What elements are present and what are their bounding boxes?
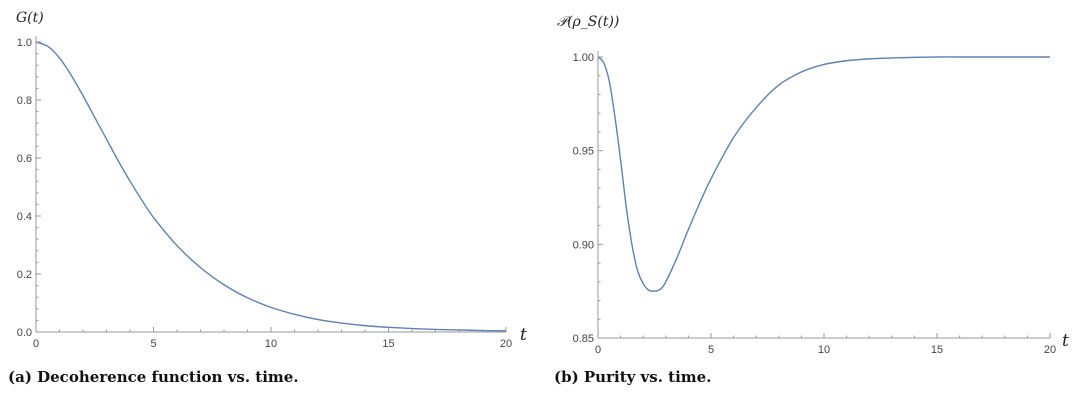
panel-b-x-tick-label: 0 — [595, 344, 601, 356]
panel-a-ticks: 0 5 10 15 20 0.0 0.2 0.4 0.6 0.8 1.0 — [17, 37, 512, 350]
panel-a-y-tick-label: 0.4 — [17, 211, 32, 223]
panel-a-x-tick-label: 20 — [500, 338, 512, 350]
panel-a-y-tick-label: 1.0 — [17, 37, 32, 49]
panel-b-y-tick-label: 0.95 — [573, 146, 594, 158]
panel-b-caption: (b) Purity vs. time. — [554, 368, 712, 386]
panel-b-x-tick-label: 10 — [818, 344, 830, 356]
panel-b-x-tick-label: 20 — [1044, 344, 1056, 356]
panel-b-y-tick-label: 1.00 — [573, 52, 594, 64]
panel-a-x-tick-label: 0 — [33, 338, 39, 350]
panel-a-decoherence-curve — [35, 41, 507, 332]
panel-b-y-tick-label: 0.90 — [573, 239, 594, 251]
panel-a-y-tick-label: 0.6 — [17, 153, 32, 165]
panel-b-x-axis-title: t — [1062, 331, 1069, 351]
panel-a-x-tick-label: 5 — [150, 338, 156, 350]
panel-a-y-axis-title: G(t) — [16, 10, 44, 26]
figure: 0 5 10 15 20 0.0 0.2 0.4 0.6 0.8 1.0 G(t) t 0 5 10 15… — [16, 10, 1069, 356]
panel-b-x-tick-label: 5 — [708, 344, 714, 356]
panel-a-axes — [35, 36, 506, 333]
panel-b-purity-curve — [597, 56, 1050, 292]
panel-a-x-tick-label: 15 — [382, 338, 394, 350]
panel-b-ticks: 0 5 10 15 20 0.85 0.90 0.95 1.00 — [573, 52, 1057, 356]
panel-a-caption: (a) Decoherence function vs. time. — [8, 368, 299, 386]
panel-a-x-tick-label: 10 — [265, 338, 277, 350]
panel-b-y-tick-label: 0.85 — [573, 333, 594, 345]
panel-a-x-axis-title: t — [520, 325, 527, 345]
panel-a-y-tick-label: 0.2 — [17, 269, 32, 281]
panel-b: 0 5 10 15 20 0.85 0.90 0.95 1.00 𝒫(ρ_S(t)) t — [557, 14, 1069, 356]
panel-a-y-tick-label: 0.8 — [17, 95, 32, 107]
panel-a: 0 5 10 15 20 0.0 0.2 0.4 0.6 0.8 1.0 G(t) t — [16, 10, 527, 350]
panel-b-y-axis-title: 𝒫(ρ_S(t)) — [557, 14, 619, 30]
panel-b-x-tick-label: 15 — [931, 344, 943, 356]
panel-a-y-tick-label: 0.0 — [17, 327, 32, 339]
panel-b-axes — [597, 51, 1050, 339]
